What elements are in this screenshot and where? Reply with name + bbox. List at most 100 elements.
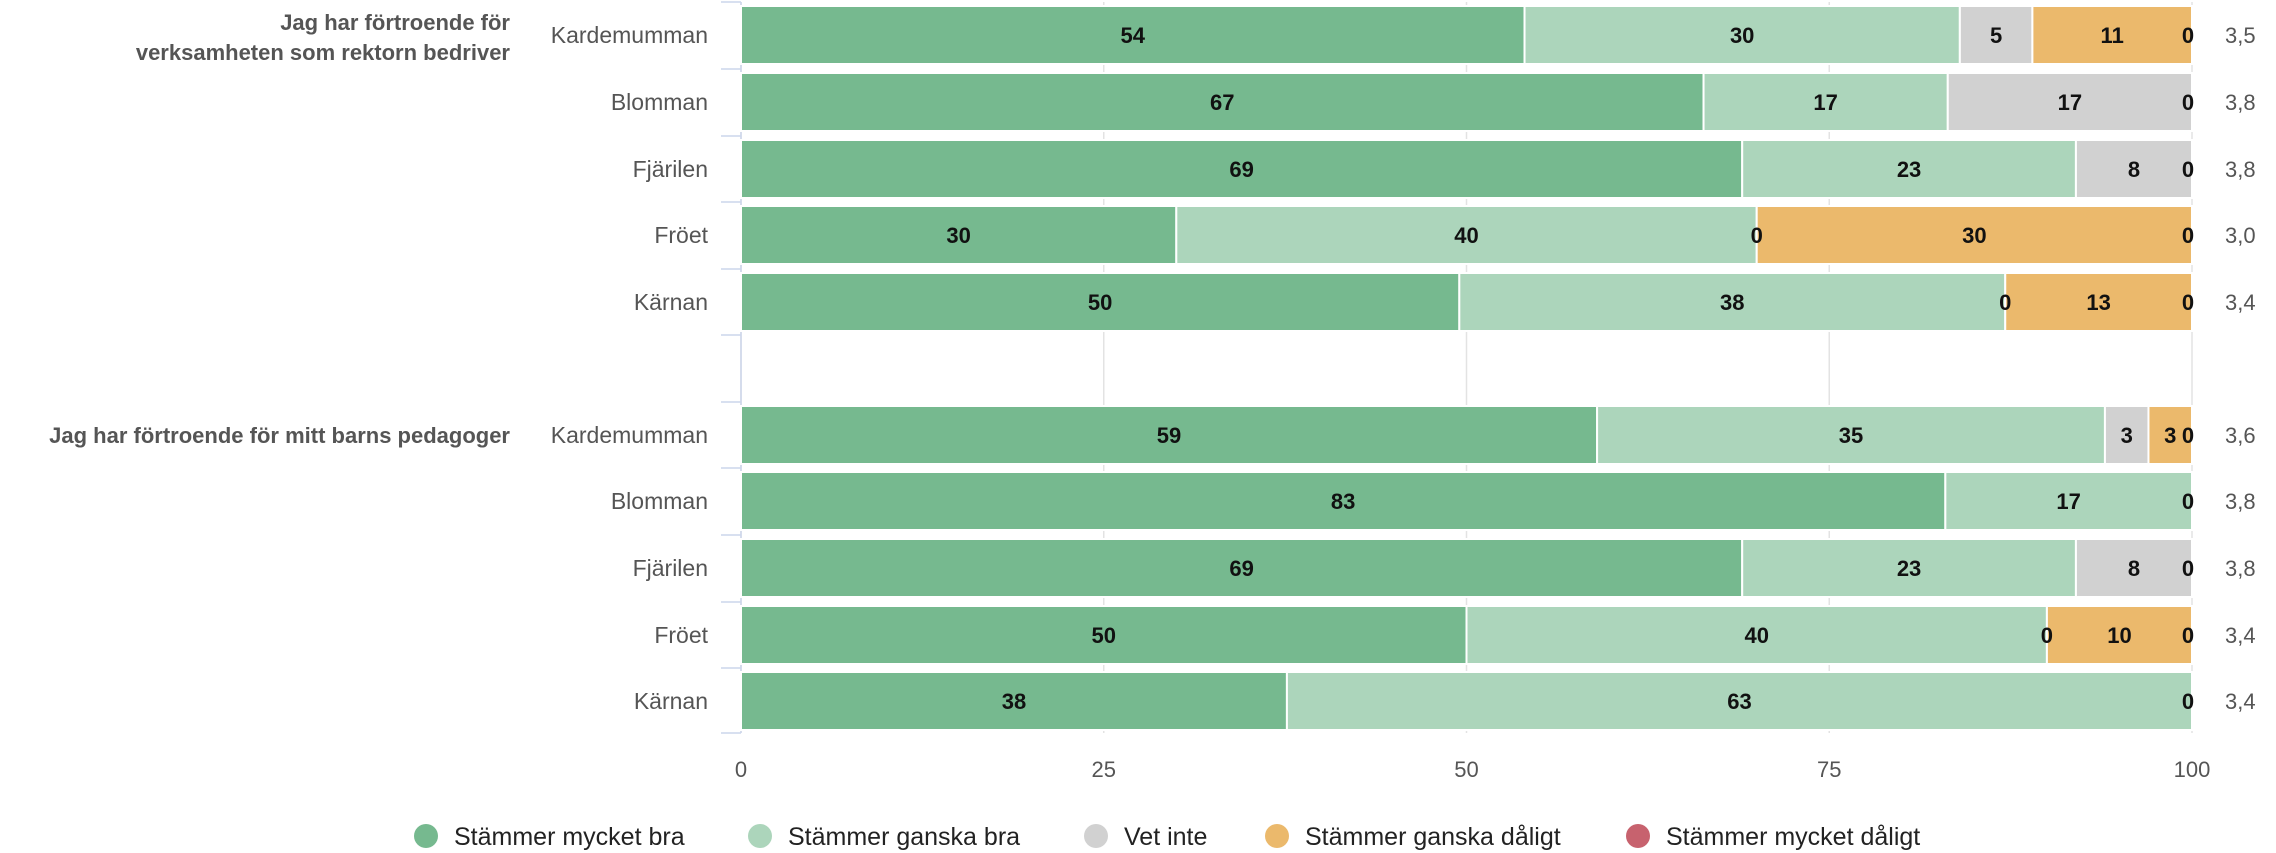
legend-marker: [414, 824, 438, 848]
bar-segment[interactable]: [1523, 5, 1961, 65]
data-label: 13: [2086, 290, 2110, 315]
legend-label: Stämmer mycket bra: [454, 823, 685, 851]
data-label: 59: [1157, 423, 1181, 448]
bar-segment[interactable]: [1458, 272, 2007, 332]
x-tick-label: 100: [2174, 757, 2211, 782]
legend-label: Vet inte: [1124, 823, 1207, 851]
data-label: 17: [2056, 489, 2080, 514]
bar-segment[interactable]: [740, 605, 1468, 665]
bar-segment[interactable]: [740, 405, 1599, 465]
mean-value-label: 3,8: [2225, 556, 2256, 581]
bar-segment[interactable]: [2074, 538, 2193, 598]
bar-segment[interactable]: [1465, 605, 2048, 665]
category-label: Fjärilen: [633, 555, 708, 581]
bar-segment[interactable]: [1175, 205, 1758, 265]
legend[interactable]: Stämmer mycket bra Stämmer ganska bra Vet …: [414, 823, 1920, 851]
x-tick-label: 50: [1454, 757, 1478, 782]
data-label: 17: [2058, 90, 2082, 115]
category-label: Fröet: [654, 222, 708, 248]
bar-segment[interactable]: [2045, 605, 2194, 665]
mean-value-label: 3,6: [2225, 423, 2256, 448]
data-label: 0: [2182, 423, 2194, 448]
legend-item[interactable]: Stämmer mycket bra: [414, 823, 685, 851]
data-label: 40: [1744, 623, 1768, 648]
mean-value-label: 3,5: [2225, 23, 2256, 48]
x-tick-label: 25: [1092, 757, 1116, 782]
category-axis: [721, 1, 742, 734]
bar-segment[interactable]: [1944, 471, 2193, 531]
legend-marker: [1084, 824, 1108, 848]
legend-item[interactable]: Stämmer ganska dåligt: [1265, 823, 1561, 851]
bar-segment[interactable]: [2004, 272, 2194, 332]
bar-segment[interactable]: [1946, 72, 2193, 132]
data-label: 30: [1962, 223, 1986, 248]
x-tick-label: 0: [735, 757, 747, 782]
legend-marker: [748, 824, 772, 848]
bar-segment[interactable]: [740, 471, 1947, 531]
category-label: Kärnan: [634, 688, 708, 714]
bar-segment[interactable]: [2074, 139, 2193, 199]
category-label: Blomman: [611, 488, 708, 514]
bar-segment[interactable]: [740, 671, 1288, 731]
data-label: 23: [1897, 556, 1921, 581]
category-label: Fjärilen: [633, 156, 708, 182]
bar-segment[interactable]: [2103, 405, 2150, 465]
legend-item[interactable]: Stämmer ganska bra: [748, 823, 1020, 851]
category-label: Kärnan: [634, 289, 708, 315]
category-label: Kardemumman: [551, 422, 708, 448]
x-tick-label: 75: [1817, 757, 1841, 782]
data-label: 30: [1730, 23, 1754, 48]
bar-segment[interactable]: [2147, 405, 2193, 465]
mean-value-label: 3,0: [2225, 223, 2256, 248]
legend-item[interactable]: Stämmer mycket dåligt: [1626, 823, 1920, 851]
group-title: verksamheten som rektorn bedriver: [136, 40, 511, 65]
data-label: 50: [1088, 290, 1112, 315]
bar-segment[interactable]: [740, 139, 1744, 199]
data-label: 8: [2128, 157, 2140, 182]
data-label: 50: [1092, 623, 1116, 648]
bar-segment[interactable]: [740, 538, 1744, 598]
data-label: 8: [2128, 556, 2140, 581]
legend-label: Stämmer ganska bra: [788, 823, 1020, 851]
data-label: 38: [1002, 689, 1026, 714]
data-label: 69: [1229, 157, 1253, 182]
data-label: 67: [1210, 90, 1234, 115]
bars: [740, 5, 2194, 731]
category-label: Kardemumman: [551, 22, 708, 48]
data-label: 54: [1121, 23, 1146, 48]
group-title: Jag har förtroende för mitt barns pedago…: [49, 423, 510, 448]
data-label: 0: [1751, 223, 1763, 248]
data-label: 0: [2182, 157, 2194, 182]
bar-segment[interactable]: [1702, 72, 1949, 132]
legend-marker: [1265, 824, 1289, 848]
mean-value-label: 3,4: [2225, 290, 2256, 315]
legend-label: Stämmer ganska dåligt: [1305, 823, 1561, 851]
data-label: 0: [1999, 290, 2011, 315]
bar-segment[interactable]: [1755, 205, 2193, 265]
bar-segment[interactable]: [1596, 405, 2106, 465]
data-label: 0: [2182, 556, 2194, 581]
bar-segment[interactable]: [1285, 671, 2193, 731]
mean-value-label: 3,8: [2225, 489, 2256, 514]
data-label: 17: [1813, 90, 1837, 115]
data-label: 3: [2164, 423, 2176, 448]
mean-value-label: 3,8: [2225, 90, 2256, 115]
data-label: 0: [2182, 489, 2194, 514]
data-label: 0: [2182, 90, 2194, 115]
data-label: 0: [2182, 223, 2194, 248]
data-label: 0: [2041, 623, 2053, 648]
data-label: 63: [1727, 689, 1751, 714]
data-label: 5: [1990, 23, 2002, 48]
bar-segment[interactable]: [2031, 5, 2194, 65]
data-label: 83: [1331, 489, 1355, 514]
data-label: 38: [1720, 290, 1744, 315]
mean-value-label: 3,8: [2225, 157, 2256, 182]
group-title: Jag har förtroende för: [280, 10, 510, 35]
data-label: 35: [1839, 423, 1863, 448]
bar-segment[interactable]: [1741, 538, 2077, 598]
legend-item[interactable]: Vet inte: [1084, 823, 1207, 851]
bar-segment[interactable]: [740, 272, 1461, 332]
data-label: 23: [1897, 157, 1921, 182]
